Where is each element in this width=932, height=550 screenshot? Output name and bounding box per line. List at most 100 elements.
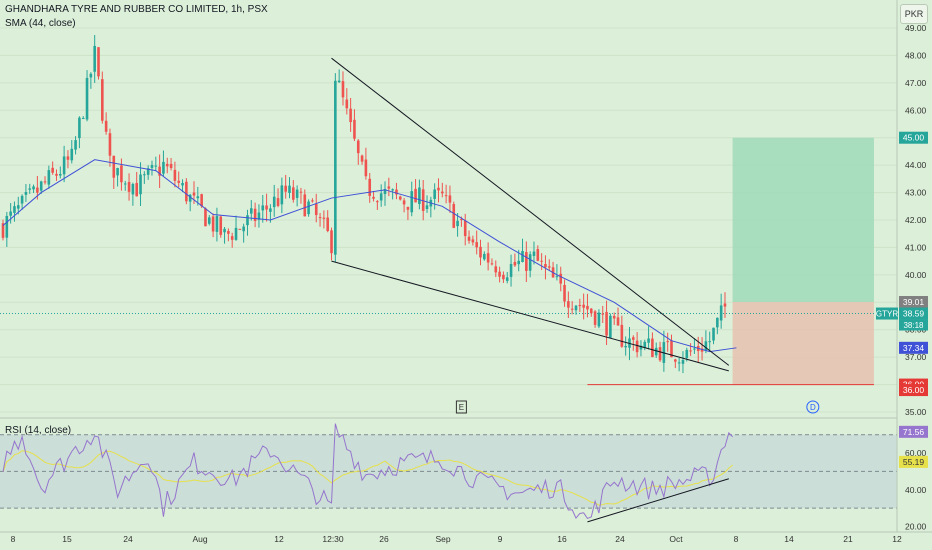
candle[interactable] — [230, 236, 234, 240]
candle[interactable] — [326, 217, 329, 232]
candle[interactable] — [601, 313, 605, 315]
candle[interactable] — [490, 263, 494, 265]
lower-trendline[interactable] — [331, 260, 729, 372]
candle[interactable] — [486, 253, 490, 263]
candle[interactable] — [620, 324, 624, 347]
candle[interactable] — [563, 284, 566, 302]
candle[interactable] — [185, 181, 188, 202]
candle[interactable] — [547, 266, 551, 268]
rsi-pane[interactable] — [0, 417, 897, 523]
rsi-line[interactable] — [2, 423, 733, 520]
candle[interactable] — [116, 168, 119, 176]
candle[interactable] — [670, 340, 673, 358]
candle[interactable] — [593, 311, 597, 325]
candle[interactable] — [349, 108, 352, 123]
candle[interactable] — [238, 228, 242, 230]
candle[interactable] — [158, 166, 161, 176]
candle[interactable] — [32, 186, 35, 190]
candle[interactable] — [364, 159, 368, 177]
candle[interactable] — [120, 165, 123, 183]
candle[interactable] — [463, 220, 467, 237]
candle[interactable] — [712, 327, 715, 341]
candle[interactable] — [589, 308, 593, 314]
candle[interactable] — [269, 208, 272, 212]
candle[interactable] — [471, 239, 475, 243]
candle[interactable] — [265, 205, 268, 210]
sma-line[interactable] — [2, 159, 737, 353]
upper-trendline[interactable] — [331, 57, 730, 366]
candle[interactable] — [398, 196, 402, 200]
candle[interactable] — [437, 187, 440, 191]
candle[interactable] — [74, 140, 77, 150]
candle[interactable] — [693, 348, 696, 350]
candle[interactable] — [467, 236, 471, 241]
candle[interactable] — [196, 196, 200, 199]
candle[interactable] — [188, 194, 192, 202]
candle[interactable] — [51, 167, 54, 173]
candle[interactable] — [639, 345, 643, 350]
candle[interactable] — [131, 183, 135, 195]
candle[interactable] — [143, 174, 146, 176]
candle[interactable] — [123, 183, 127, 185]
candle[interactable] — [334, 80, 337, 255]
candle[interactable] — [689, 350, 692, 352]
candle[interactable] — [108, 133, 112, 156]
candle[interactable] — [322, 217, 326, 219]
candle[interactable] — [242, 226, 245, 232]
candle[interactable] — [104, 120, 108, 132]
candle[interactable] — [345, 99, 349, 109]
candle[interactable] — [418, 187, 421, 205]
candle[interactable] — [677, 362, 681, 364]
candle[interactable] — [353, 119, 356, 139]
candle[interactable] — [605, 311, 608, 336]
candle[interactable] — [9, 211, 12, 216]
candle[interactable] — [406, 206, 410, 210]
candle[interactable] — [460, 219, 463, 221]
candle[interactable] — [204, 208, 207, 227]
candle[interactable] — [502, 274, 505, 280]
candle[interactable] — [578, 305, 582, 307]
candle[interactable] — [219, 216, 223, 235]
candle[interactable] — [544, 264, 547, 268]
candle[interactable] — [177, 180, 181, 183]
candle[interactable] — [612, 315, 616, 319]
candle[interactable] — [39, 181, 43, 191]
candle[interactable] — [509, 263, 513, 277]
candle[interactable] — [135, 182, 138, 197]
candle[interactable] — [24, 191, 28, 195]
candle[interactable] — [666, 341, 669, 343]
candle[interactable] — [540, 260, 543, 262]
candle[interactable] — [28, 188, 32, 190]
candle[interactable] — [43, 181, 47, 183]
candle[interactable] — [169, 163, 173, 169]
candle[interactable] — [47, 170, 51, 185]
candle[interactable] — [307, 201, 310, 215]
candle[interactable] — [360, 155, 364, 162]
candle[interactable] — [55, 173, 58, 176]
candle[interactable] — [162, 161, 165, 174]
candle[interactable] — [700, 348, 704, 352]
candle[interactable] — [479, 246, 482, 258]
candle[interactable] — [101, 79, 104, 121]
candle[interactable] — [246, 215, 249, 226]
candle[interactable] — [59, 174, 62, 176]
candle[interactable] — [13, 206, 16, 213]
candle[interactable] — [559, 273, 563, 284]
candle[interactable] — [525, 252, 528, 271]
candle[interactable] — [643, 341, 647, 348]
candle[interactable] — [330, 230, 333, 254]
candle[interactable] — [444, 195, 448, 197]
candle[interactable] — [723, 303, 727, 307]
candle[interactable] — [207, 217, 211, 224]
candle[interactable] — [314, 203, 318, 216]
candle[interactable] — [146, 168, 150, 175]
candle[interactable] — [483, 253, 486, 260]
candle[interactable] — [536, 249, 540, 261]
candle[interactable] — [651, 338, 654, 358]
candle[interactable] — [139, 174, 142, 195]
candle[interactable] — [89, 73, 93, 78]
candle[interactable] — [513, 261, 517, 266]
candle[interactable] — [261, 205, 265, 211]
candle[interactable] — [341, 81, 345, 98]
candle[interactable] — [635, 340, 639, 353]
